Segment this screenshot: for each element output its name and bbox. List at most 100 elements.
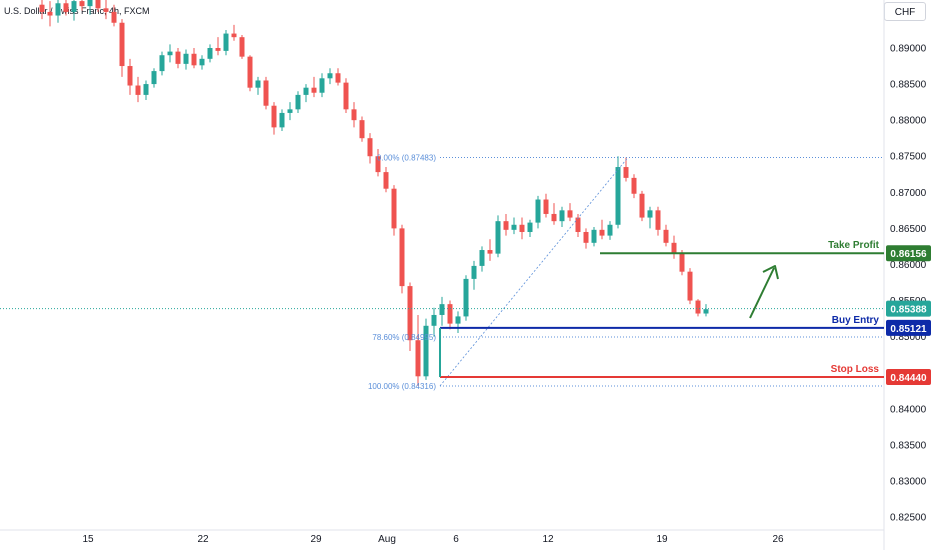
candle-body	[255, 80, 261, 88]
candle-body	[671, 242, 677, 254]
x-tick-label: 22	[197, 534, 209, 545]
candle-body	[199, 58, 205, 66]
candle-body	[247, 56, 253, 88]
candle-body	[407, 286, 413, 341]
take-profit-label: Take Profit	[828, 240, 880, 251]
candle-body	[231, 33, 237, 38]
candle-body	[183, 53, 189, 64]
candle-body	[263, 80, 269, 106]
candle-body	[39, 4, 45, 12]
candle-body	[175, 51, 181, 64]
y-tick-label: 0.83000	[890, 476, 927, 487]
candle-body	[439, 304, 445, 315]
candle-body	[71, 1, 77, 12]
candle-body	[479, 250, 485, 266]
x-tick-label: 26	[772, 534, 784, 545]
fib-trend-line	[439, 157, 629, 387]
candle-body	[279, 112, 285, 128]
candle-body	[327, 73, 333, 79]
candle-body	[447, 304, 453, 324]
candle-body	[647, 210, 653, 218]
current-price-label: 0.85388	[890, 305, 927, 316]
candle-body	[527, 222, 533, 232]
candle-body	[135, 85, 141, 95]
candle-body	[335, 73, 341, 83]
candle-body	[111, 11, 117, 23]
candle-body	[567, 210, 573, 218]
y-tick-label: 0.87000	[890, 188, 927, 199]
candle-body	[423, 325, 429, 377]
candle-body	[343, 82, 349, 110]
x-tick-label: 29	[310, 534, 322, 545]
candle-body	[143, 84, 149, 95]
x-tick-label: Aug	[378, 534, 396, 545]
candle-body	[455, 316, 461, 324]
candle-body	[615, 167, 621, 225]
buy-entry-price-tag	[886, 319, 931, 336]
y-tick-label: 0.84000	[890, 404, 927, 415]
candle-body	[663, 229, 669, 243]
buy-entry-label: Buy Entry	[832, 315, 880, 326]
candle-body	[167, 51, 173, 56]
candle-body	[391, 188, 397, 229]
candle-body	[159, 55, 165, 72]
candle-body	[551, 213, 557, 222]
candle-body	[695, 300, 701, 314]
candle-body	[495, 221, 501, 254]
y-tick-label: 0.87500	[890, 152, 927, 163]
candle-body	[103, 8, 109, 12]
candle-body	[79, 1, 85, 7]
buy-entry-price-label: 0.85121	[890, 324, 927, 335]
candle-body	[519, 224, 525, 232]
up-arrow-head	[762, 265, 779, 280]
x-tick-label: 12	[542, 534, 554, 545]
candle-body	[471, 265, 477, 279]
candle-body	[599, 229, 605, 236]
candle-body	[215, 48, 221, 51]
candle-body	[591, 229, 597, 243]
stop-loss-price-label: 0.84440	[890, 373, 927, 384]
candle-body	[319, 78, 325, 93]
candle-body	[511, 224, 517, 230]
candle-body	[543, 199, 549, 214]
candle-body	[55, 3, 61, 16]
candle-body	[375, 156, 381, 173]
candle-body	[415, 340, 421, 377]
y-tick-label: 0.83500	[890, 440, 927, 451]
candle-body	[607, 224, 613, 236]
candle-body	[399, 228, 405, 287]
candle-body	[311, 87, 317, 93]
fib-level-label: 78.60% (0.84995)	[372, 333, 436, 342]
stop-loss-price-tag	[886, 369, 931, 386]
candle-body	[87, 0, 93, 7]
candle-body	[487, 250, 493, 254]
candle-body	[639, 193, 645, 218]
y-tick-label: 0.88000	[890, 116, 927, 127]
candle-body	[367, 138, 373, 157]
candle-body	[679, 253, 685, 272]
candle-body	[271, 105, 277, 128]
candle-body	[119, 22, 125, 67]
candle-body	[303, 87, 309, 95]
candle-body	[47, 11, 53, 16]
y-tick-label: 0.85000	[890, 332, 927, 343]
candle-body	[655, 210, 661, 230]
up-arrow-shaft	[749, 267, 775, 319]
y-tick-label: 0.86000	[890, 260, 927, 271]
take-profit-price-label: 0.86156	[890, 249, 927, 260]
candle-body	[431, 314, 437, 326]
candle-body	[359, 120, 365, 139]
candle-body	[239, 37, 245, 57]
candle-body	[503, 221, 509, 230]
candle-body	[207, 48, 213, 59]
x-tick-label: 15	[82, 534, 94, 545]
candle-body	[295, 94, 301, 110]
candle-body	[687, 271, 693, 301]
fib-level-label: 0.00% (0.87483)	[377, 153, 436, 162]
candle-body	[95, 0, 101, 9]
candle-body	[191, 53, 197, 66]
candle-body	[583, 231, 589, 243]
candle-body	[463, 278, 469, 317]
candle-body	[287, 109, 293, 113]
